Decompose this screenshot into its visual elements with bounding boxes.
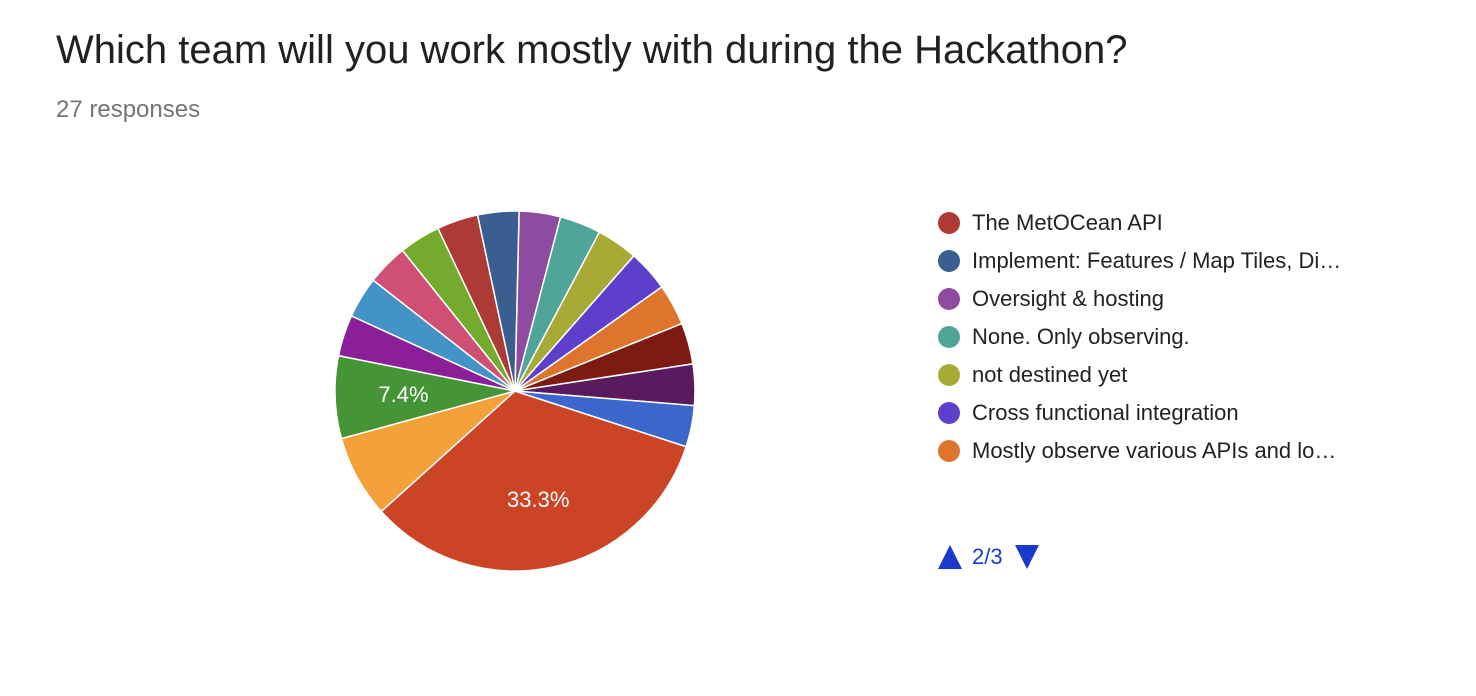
legend-swatch: [938, 288, 960, 310]
legend-label: Mostly observe various APIs and lo…: [972, 438, 1337, 463]
legend-item[interactable]: Mostly observe various APIs and lo…: [938, 432, 1341, 470]
legend-swatch: [938, 440, 960, 462]
legend-label: Implement: Features / Map Tiles, Di…: [972, 248, 1342, 273]
triangle-up-icon[interactable]: [938, 545, 962, 569]
legend-swatch: [938, 326, 960, 348]
legend-pager: 2/3: [938, 544, 1039, 570]
legend-swatch: [938, 212, 960, 234]
legend-item[interactable]: Oversight & hosting: [938, 280, 1341, 318]
triangle-down-icon[interactable]: [1014, 545, 1039, 569]
pie-slice[interactable]: [380, 390, 688, 572]
slice-label: 7.4%: [378, 382, 428, 407]
chart-title: Which team will you work mostly with dur…: [56, 28, 1128, 72]
legend-swatch: [938, 402, 960, 424]
pie-chart: 33.3% 7.4%: [334, 210, 696, 572]
legend-label: Oversight & hosting: [972, 286, 1164, 311]
legend: The MetOCean API Implement: Features / M…: [938, 204, 1341, 470]
legend-item[interactable]: None. Only observing.: [938, 318, 1341, 356]
legend-item[interactable]: not destined yet: [938, 356, 1341, 394]
page-indicator: 2/3: [972, 544, 1003, 569]
legend-label: The MetOCean API: [972, 210, 1163, 235]
legend-item[interactable]: The MetOCean API: [938, 204, 1341, 242]
slice-label: 33.3%: [507, 487, 569, 512]
response-count: 27 responses: [56, 96, 201, 123]
legend-label: None. Only observing.: [972, 324, 1190, 349]
legend-item[interactable]: Cross functional integration: [938, 394, 1341, 432]
legend-swatch: [938, 364, 960, 386]
legend-item[interactable]: Implement: Features / Map Tiles, Di…: [938, 242, 1341, 280]
pie-slice[interactable]: [514, 390, 696, 448]
legend-swatch: [938, 250, 960, 272]
legend-label: Cross functional integration: [972, 400, 1239, 425]
legend-label: not destined yet: [972, 362, 1128, 387]
